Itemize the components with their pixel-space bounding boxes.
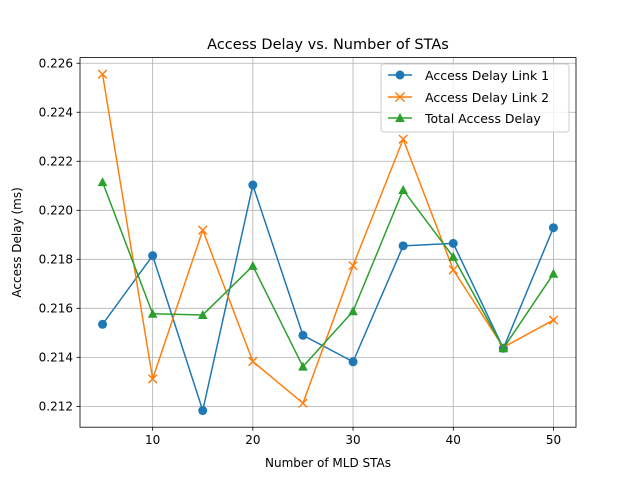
y-tick-label: 0.220 <box>39 204 73 218</box>
data-point-circle <box>198 406 208 416</box>
plot-frame <box>79 57 577 428</box>
data-point-triangle <box>147 308 158 318</box>
data-point-triangle <box>498 343 509 353</box>
data-point-triangle <box>298 361 308 371</box>
data-point-x <box>97 69 108 79</box>
y-tick-label: 0.216 <box>39 302 73 316</box>
data-point-circle <box>398 241 408 251</box>
data-point-x <box>548 315 559 325</box>
grid <box>80 57 576 428</box>
data-point-triangle <box>548 268 559 278</box>
axis-ticks: 10 20 30 40 50 0.212 0.214 0.216 0.218 0.220 0.222… <box>39 57 561 448</box>
y-axis-label: Access Delay (ms) <box>10 187 24 297</box>
legend-label-link-1: Access Delay Link 1 <box>425 68 549 83</box>
legend-label-link-2: Access Delay Link 2 <box>425 90 549 105</box>
data-point-triangle <box>348 306 358 316</box>
data-point-x <box>298 398 308 408</box>
y-tick-label: 0.214 <box>39 351 73 365</box>
data-point-triangle <box>197 309 208 319</box>
x-tick-label: 50 <box>546 433 561 447</box>
data-point-x <box>448 265 458 275</box>
legend-label-total: Total Access Delay <box>424 111 541 126</box>
data-point-x <box>248 356 258 367</box>
data-point-x <box>147 374 158 384</box>
chart-title: Access Delay vs. Number of STAs <box>207 37 449 53</box>
y-tick-label: 0.224 <box>39 106 73 120</box>
data-point-triangle <box>398 184 408 194</box>
y-tick-label: 0.218 <box>39 253 73 267</box>
data-point-circle <box>148 251 158 261</box>
legend-box <box>380 63 570 133</box>
legend: Access Delay Link 1 Access Delay Link 2 … <box>380 63 570 133</box>
x-tick-label: 40 <box>446 433 461 447</box>
data-point-circle <box>98 319 108 329</box>
x-tick-label: 20 <box>245 433 260 447</box>
data-point-circle <box>348 357 358 367</box>
data-point-circle <box>248 180 258 190</box>
legend-marker-link-2 <box>394 91 406 103</box>
data-point-x <box>398 134 408 144</box>
series-line-2 <box>101 74 554 404</box>
x-tick-label: 30 <box>345 433 360 447</box>
data-point-circle <box>548 223 558 233</box>
data-point-circle <box>448 238 458 248</box>
series-layer <box>97 69 559 416</box>
data-point-triangle <box>248 260 258 270</box>
x-tick-label: 10 <box>145 433 160 447</box>
y-tick-label: 0.226 <box>39 57 73 71</box>
series-line-1 <box>101 184 555 412</box>
data-point-triangle <box>448 251 459 261</box>
data-point-triangle <box>97 177 108 187</box>
series-line-3 <box>101 181 555 368</box>
data-point-x <box>348 260 358 271</box>
y-tick-label: 0.212 <box>39 400 73 414</box>
data-point-circle <box>298 330 308 340</box>
legend-marker-total <box>395 113 405 122</box>
x-axis-label: Number of MLD STAs <box>265 456 391 470</box>
y-tick-label: 0.222 <box>39 155 73 169</box>
data-point-x <box>198 225 208 235</box>
legend-marker-link-1 <box>395 70 405 80</box>
